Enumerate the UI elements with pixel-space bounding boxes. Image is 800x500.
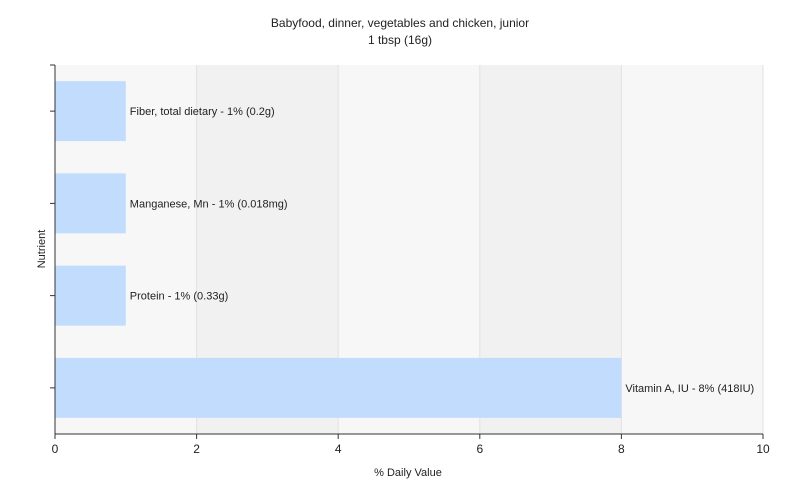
bar [55, 357, 622, 418]
x-tick-label: 0 [52, 442, 59, 456]
x-tick-label: 6 [476, 442, 483, 456]
y-axis-title: Nutrient [36, 230, 48, 269]
chart-subtitle: 1 tbsp (16g) [368, 33, 432, 47]
bar-data-label: Vitamin A, IU - 8% (418IU) [625, 383, 754, 395]
axes [50, 64, 764, 439]
grid-band [621, 65, 763, 434]
x-tick-label: 8 [618, 442, 625, 456]
bar-data-label: Manganese, Mn - 1% (0.018mg) [130, 198, 288, 210]
x-tick-label: 4 [335, 442, 342, 456]
x-axis-title: % Daily Value [374, 467, 442, 479]
bar-labels: Fiber, total dietary - 1% (0.2g) Manganes… [130, 106, 754, 395]
bar [55, 265, 126, 326]
bar [55, 173, 126, 234]
x-tick-labels: 0 2 4 6 8 10 [52, 442, 770, 456]
chart-title: Babyfood, dinner, vegetables and chicken… [271, 16, 529, 30]
x-tick-label: 10 [756, 442, 770, 456]
bar-data-label: Fiber, total dietary - 1% (0.2g) [130, 106, 275, 118]
bars [55, 81, 622, 418]
x-tick-label: 2 [193, 442, 200, 456]
bar [55, 81, 126, 142]
bar-data-label: Protein - 1% (0.33g) [130, 291, 228, 303]
